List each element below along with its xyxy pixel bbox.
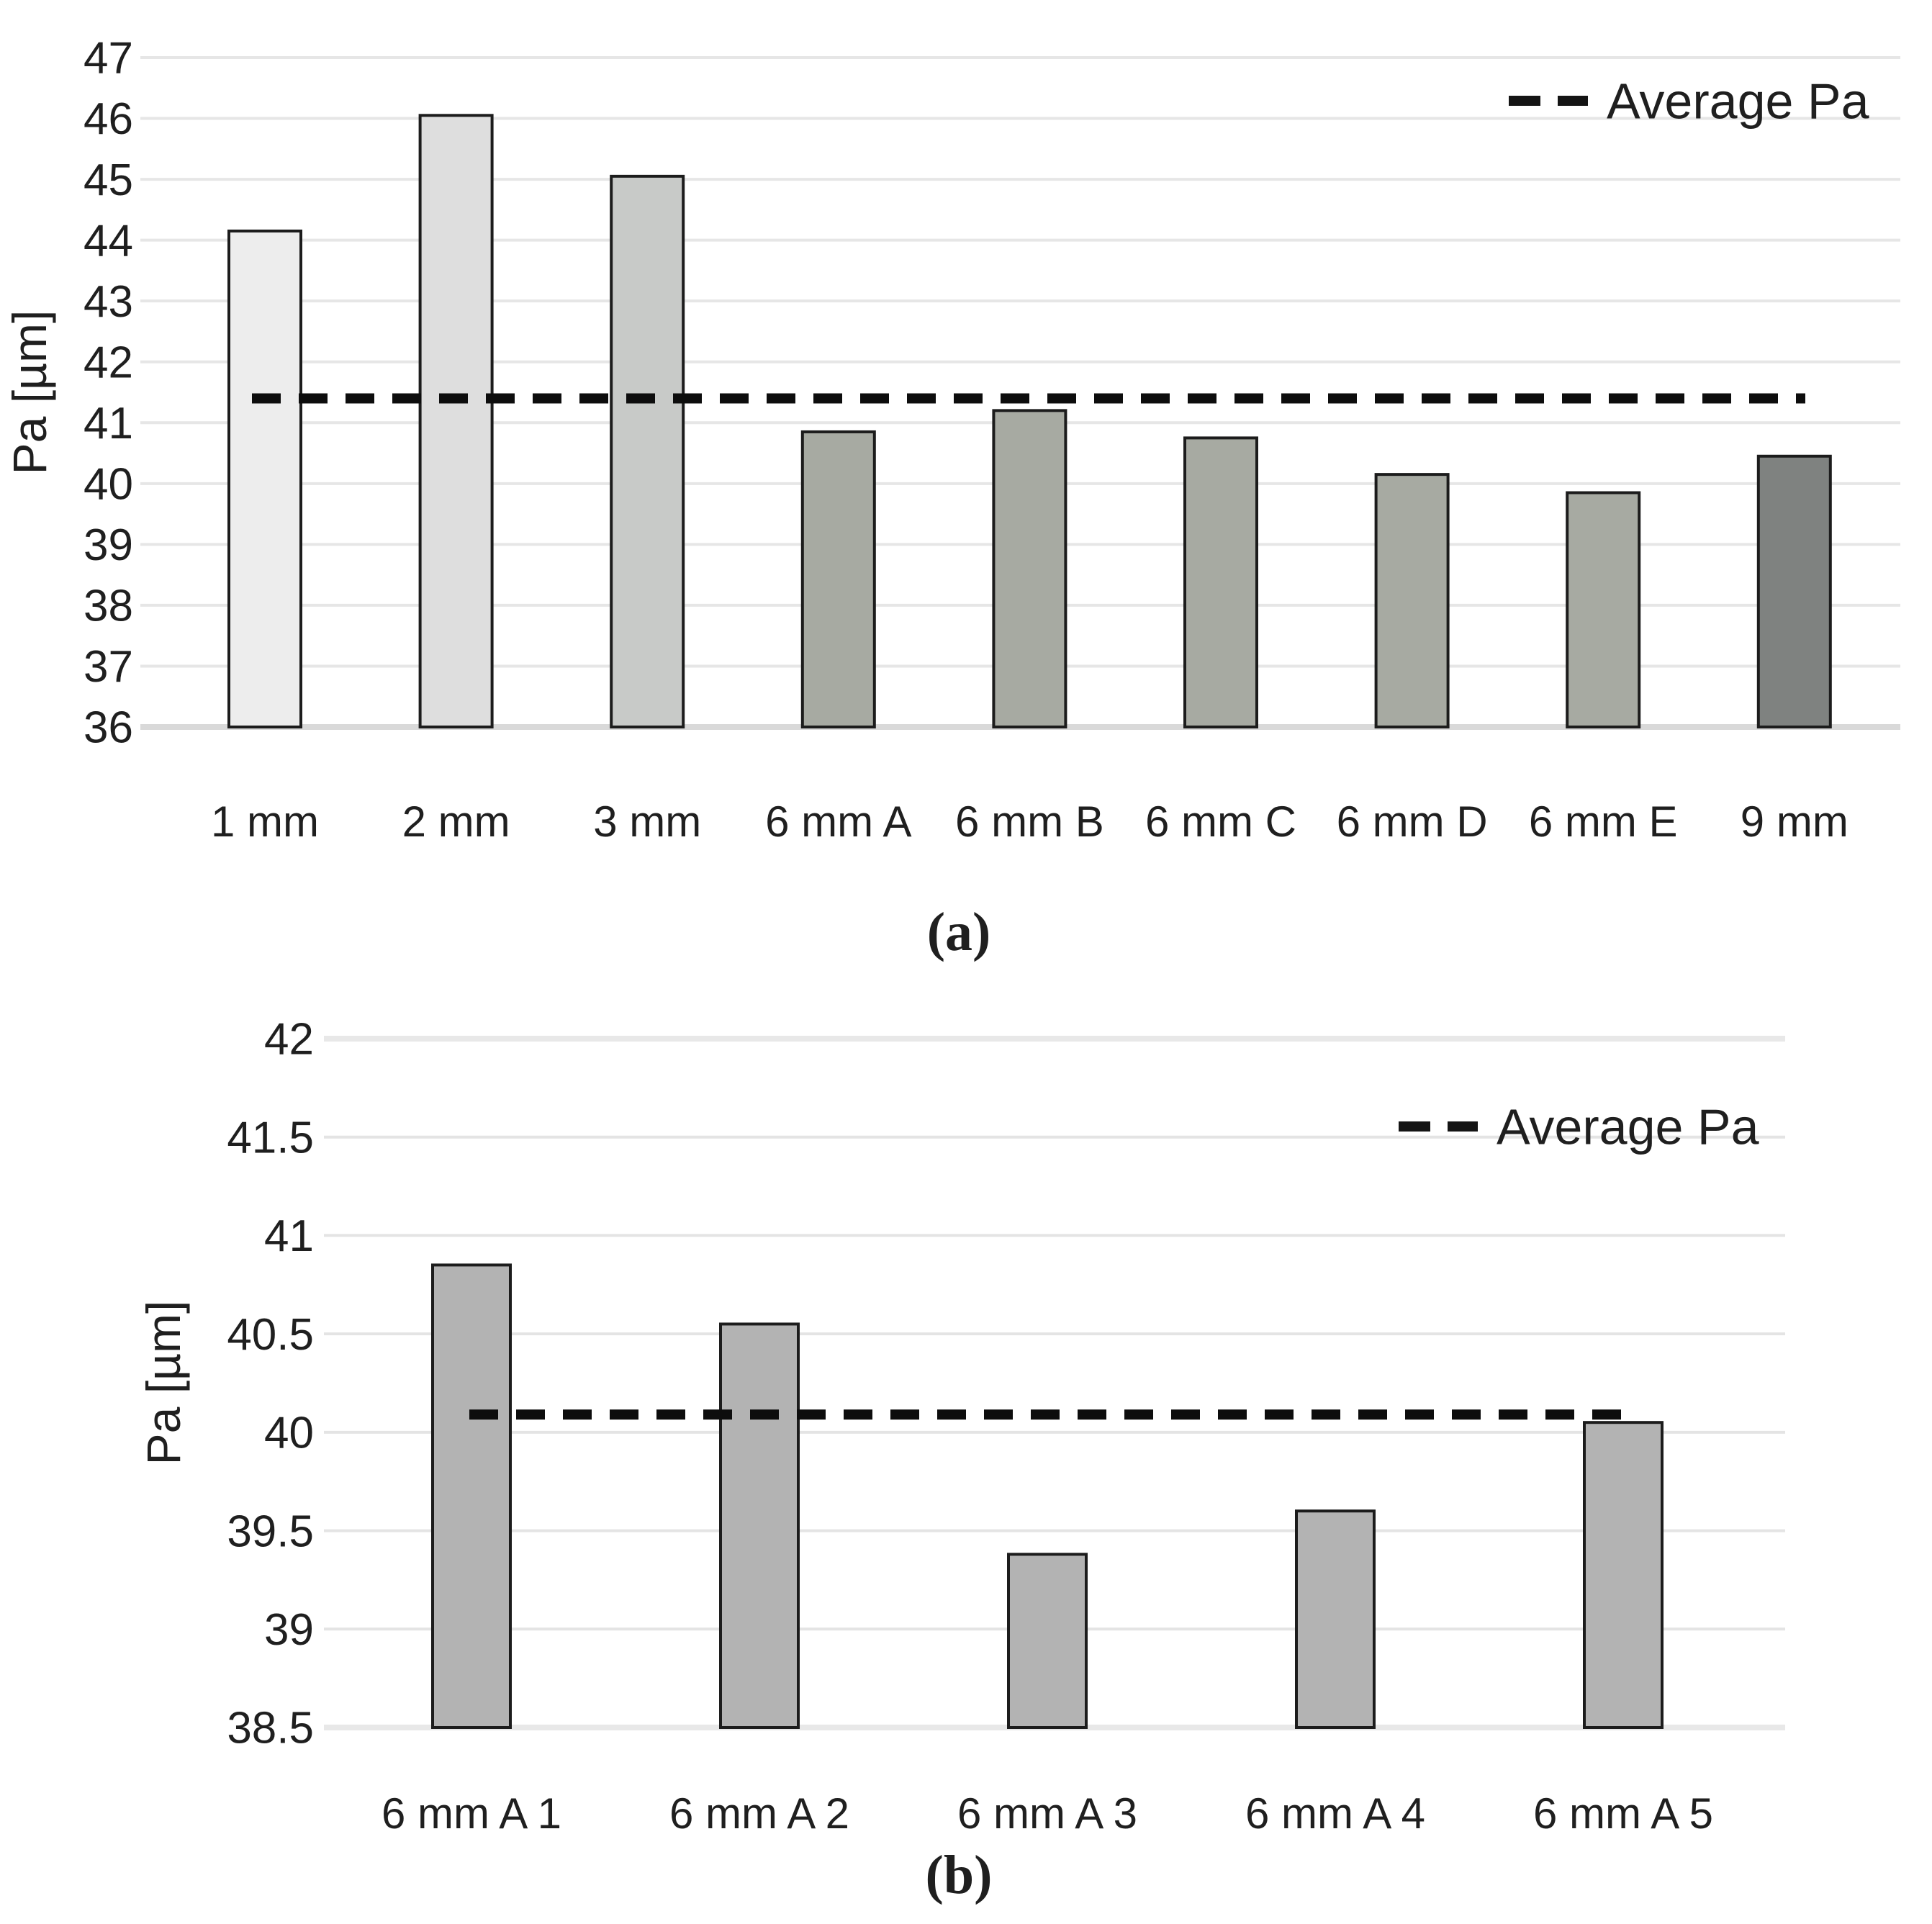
bar-6 mm E (1566, 491, 1641, 728)
bar-3 mm (610, 174, 685, 728)
y-tick-label-39.5: 39.5 (227, 1507, 314, 1556)
x-tick-label-6 mm D: 6 mm D (1337, 798, 1488, 846)
chart-b-legend-label: Average Pa (1497, 1099, 1759, 1155)
y-tick-label-43: 43 (83, 277, 133, 327)
x-tick-label-6 mm A 3: 6 mm A 3 (957, 1789, 1137, 1838)
x-tick-label-6 mm A 1: 6 mm A 1 (382, 1789, 561, 1838)
x-tick-label-6 mm A: 6 mm A (765, 798, 911, 846)
y-tick-label-44: 44 (83, 216, 133, 266)
y-tick-label-47: 47 (83, 34, 133, 83)
chart-a-y-axis-title: Pa [µm] (3, 310, 56, 475)
bar-2 mm (418, 114, 494, 728)
x-tick-labels: 1 mm 2 mm 3 mm 6 mm A 6 mm B 6 mm C 6 mm D 6 mm… (211, 798, 1849, 846)
y-tick-label-38.5: 38.5 (227, 1704, 314, 1753)
y-tick-label-46: 46 (83, 94, 133, 144)
bar-6 mm C (1183, 436, 1258, 729)
y-tick-label-42: 42 (264, 1015, 314, 1065)
bar-6 mm A 4 (1295, 1509, 1376, 1729)
bar-6 mm B (992, 409, 1067, 728)
x-tick-label-9 mm: 9 mm (1741, 798, 1849, 846)
y-tick-label-45: 45 (83, 155, 133, 205)
chart-b-plot-area: 42 41.5 41 40.5 40 39.5 39 38.5 6 mm A 1 6 mm A 2… (227, 1015, 1785, 1838)
chart-a-plot-area: 47 46 45 44 43 42 41 40 39 38 37 36 1 mm 2 mm 3 mm 6 mm… (83, 34, 1900, 846)
chart-a-legend-label: Average Pa (1607, 73, 1869, 130)
y-tick-label-39: 39 (83, 520, 133, 570)
caption-a: (a) (927, 902, 991, 962)
x-tick-label-3 mm: 3 mm (593, 798, 701, 846)
x-tick-label-2 mm: 2 mm (402, 798, 510, 846)
bar-1 mm (227, 229, 302, 729)
bar-6 mm A 1 (431, 1263, 512, 1729)
y-tick-label-39: 39 (264, 1605, 314, 1655)
x-tick-label-6 mm B: 6 mm B (955, 798, 1104, 846)
x-tick-label-6 mm A 2: 6 mm A 2 (669, 1789, 849, 1838)
y-tick-labels: 42 41.5 41 40.5 40 39.5 39 38.5 (227, 1015, 314, 1753)
y-tick-label-40: 40 (264, 1409, 314, 1458)
y-tick-label-40: 40 (83, 460, 133, 510)
y-tick-label-42: 42 (83, 338, 133, 387)
bar-6 mm D (1374, 473, 1450, 728)
y-tick-label-40.5: 40.5 (227, 1310, 314, 1360)
bars (431, 1263, 1664, 1729)
x-tick-label-6 mm A 4: 6 mm A 4 (1245, 1789, 1425, 1838)
y-tick-labels: 47 46 45 44 43 42 41 40 39 38 37 36 (83, 34, 133, 753)
bar-9 mm (1756, 454, 1832, 728)
bars (227, 114, 1832, 729)
caption-b: (b) (926, 1845, 993, 1905)
x-tick-label-6 mm E: 6 mm E (1529, 798, 1678, 846)
y-tick-label-41: 41 (264, 1211, 314, 1261)
bar-6 mm A 3 (1007, 1553, 1088, 1729)
chart-b-legend: Average Pa (1399, 1099, 1759, 1155)
chart-a-legend: Average Pa (1509, 73, 1869, 130)
x-tick-label-6 mm A 5: 6 mm A 5 (1533, 1789, 1713, 1838)
x-tick-label-1 mm: 1 mm (211, 798, 319, 846)
y-tick-label-37: 37 (83, 642, 133, 692)
gridlines (324, 1036, 1785, 1730)
bar-6 mm A 5 (1583, 1421, 1664, 1729)
chart-b-y-axis-title: Pa [µm] (137, 1301, 190, 1465)
bar-6 mm A 2 (719, 1322, 800, 1729)
y-tick-label-38: 38 (83, 582, 133, 631)
y-tick-label-41.5: 41.5 (227, 1113, 314, 1162)
x-tick-labels: 6 mm A 1 6 mm A 2 6 mm A 3 6 mm A 4 6 mm A 5 (382, 1789, 1713, 1838)
y-tick-label-36: 36 (83, 703, 133, 753)
x-tick-label-6 mm C: 6 mm C (1145, 798, 1296, 846)
y-tick-label-41: 41 (83, 399, 133, 448)
bar-6 mm A (800, 430, 876, 728)
